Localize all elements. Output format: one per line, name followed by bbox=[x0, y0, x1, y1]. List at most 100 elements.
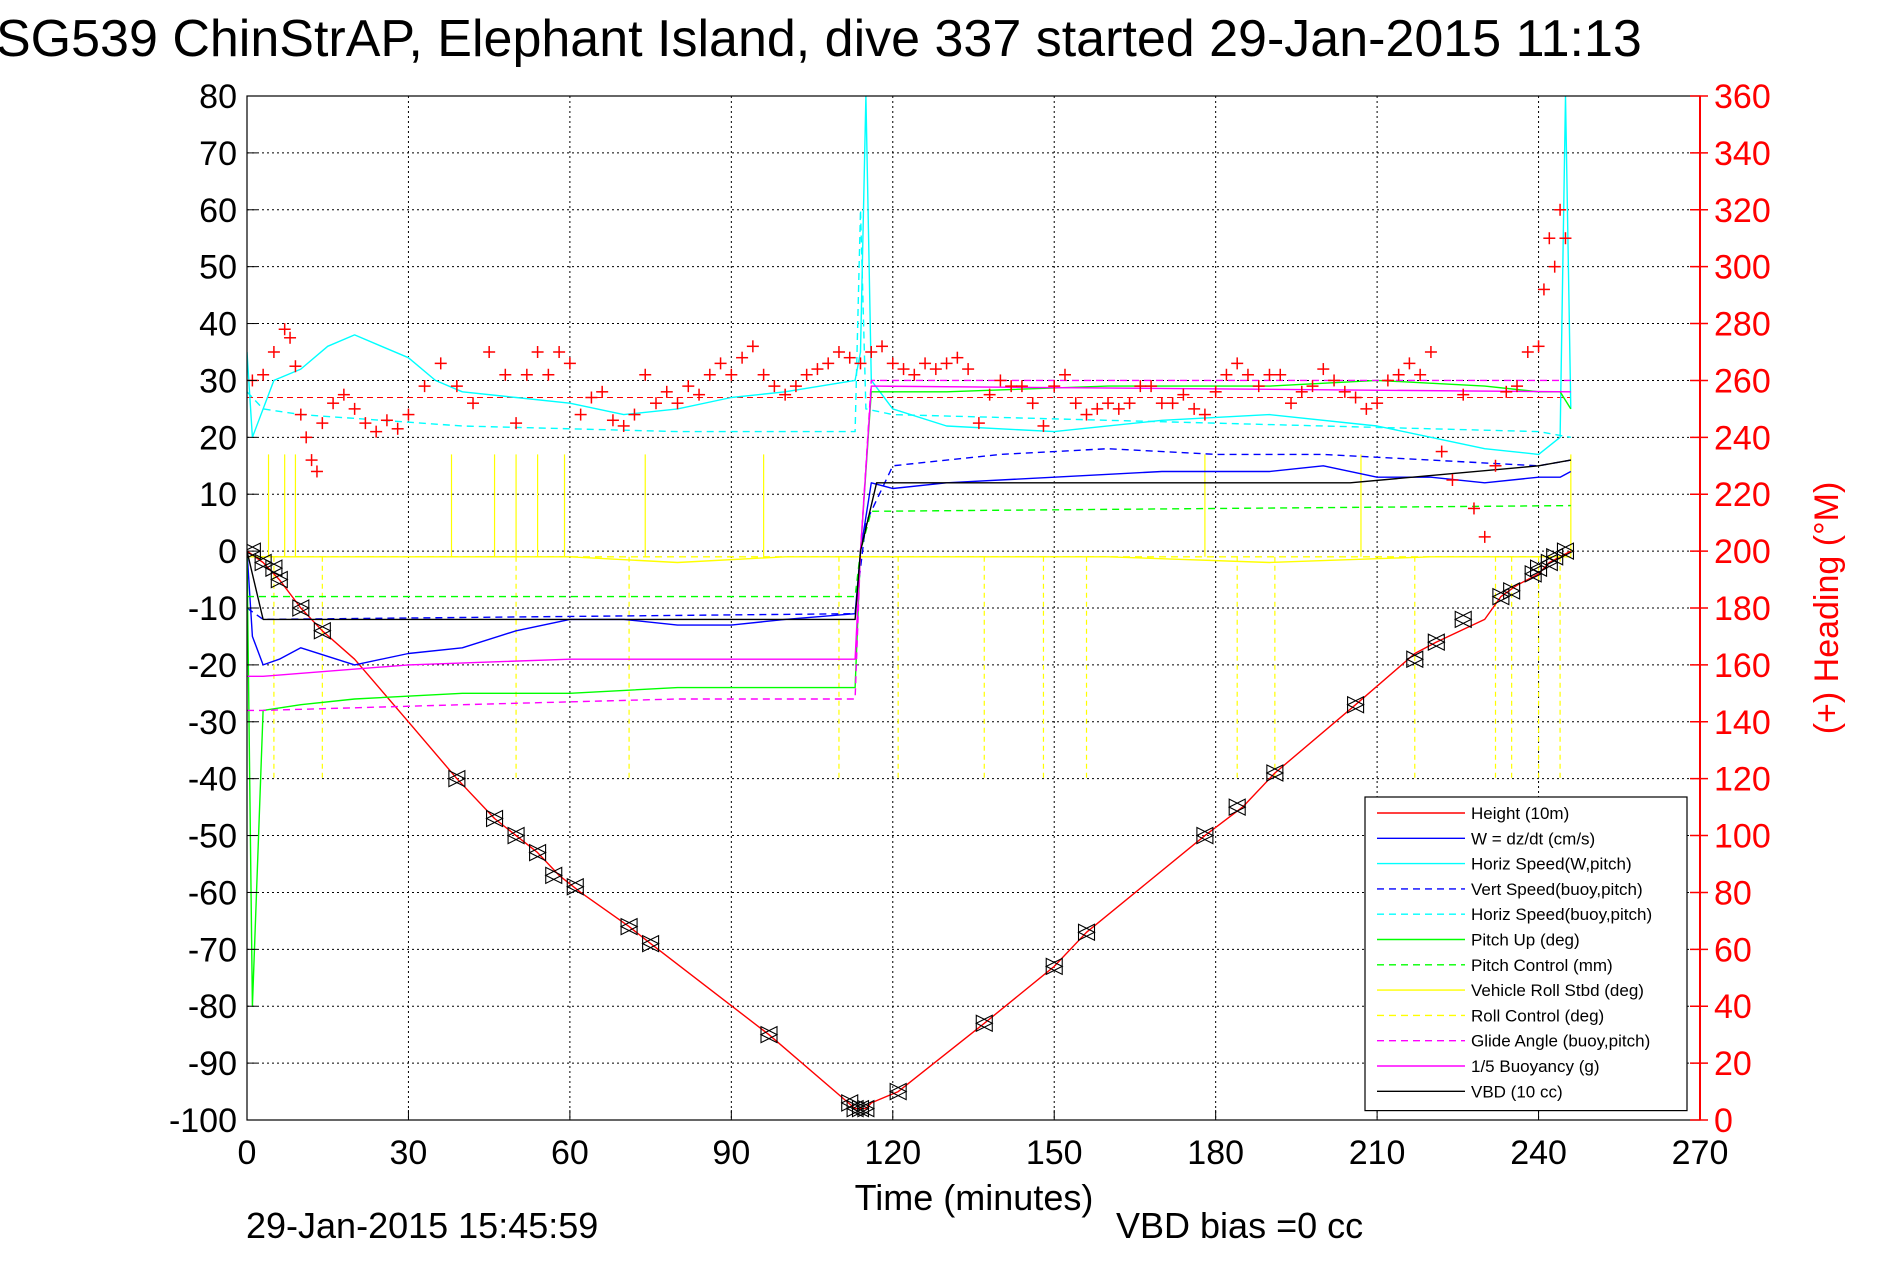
right-tick-label: 140 bbox=[1714, 704, 1771, 742]
heading-point bbox=[962, 363, 975, 376]
left-tick-label: 30 bbox=[199, 362, 237, 400]
heading-point bbox=[1037, 419, 1050, 432]
left-tick-label: 80 bbox=[199, 78, 237, 116]
heading-point bbox=[310, 465, 323, 478]
depth-marker bbox=[291, 599, 311, 617]
depth-marker bbox=[856, 1099, 876, 1118]
legend-entry: VBD (10 cc) bbox=[1377, 1082, 1563, 1101]
depth-marker bbox=[1427, 633, 1446, 652]
footer-timestamp: 29-Jan-2015 15:45:59 bbox=[246, 1205, 598, 1246]
heading-point bbox=[983, 388, 996, 401]
heading-point bbox=[1338, 385, 1351, 398]
depth-marker bbox=[247, 542, 262, 561]
heading-point bbox=[1489, 459, 1502, 472]
heading-point bbox=[1511, 380, 1524, 393]
heading-point bbox=[1080, 408, 1093, 421]
heading-point bbox=[768, 380, 781, 393]
legend-entry: W = dz/dt (cm/s) bbox=[1377, 829, 1595, 848]
heading-point bbox=[585, 391, 598, 404]
right-tick-label: 280 bbox=[1714, 306, 1771, 344]
heading-point bbox=[1177, 388, 1190, 401]
left-tick-label: 10 bbox=[199, 476, 237, 514]
heading-point bbox=[628, 408, 641, 421]
right-tick-label: 320 bbox=[1714, 192, 1771, 230]
heading-point bbox=[531, 346, 544, 358]
heading-point bbox=[267, 346, 280, 358]
right-axis-ticks: 3603403203002802602402202001801601401201… bbox=[1690, 78, 1771, 1140]
heading-point bbox=[520, 368, 533, 381]
heading-point bbox=[1252, 380, 1265, 393]
heading-point bbox=[1559, 232, 1572, 245]
heading-point bbox=[897, 363, 910, 376]
heading-point bbox=[1360, 402, 1373, 415]
heading-point bbox=[1414, 368, 1427, 381]
heading-point bbox=[972, 417, 985, 430]
heading-point bbox=[606, 414, 619, 427]
legend-entry: Height (10m) bbox=[1377, 804, 1569, 823]
legend-label: Vehicle Roll Stbd (deg) bbox=[1471, 981, 1644, 1000]
heading-point bbox=[370, 425, 383, 438]
heading-point bbox=[1134, 380, 1147, 393]
legend-entry: Glide Angle (buoy,pitch) bbox=[1377, 1032, 1650, 1051]
heading-point bbox=[1317, 363, 1330, 376]
legend-entry: 1/5 Buoyancy (g) bbox=[1377, 1057, 1600, 1076]
depth-marker bbox=[528, 843, 547, 862]
heading-point bbox=[843, 351, 856, 364]
chart-title: SG539 ChinStrAP, Elephant Island, dive 3… bbox=[0, 10, 1642, 68]
series-line-1-5-buoyancy-g bbox=[247, 385, 1571, 677]
legend-label: Horiz Speed(W,pitch) bbox=[1471, 855, 1632, 874]
legend-entry: Vehicle Roll Stbd (deg) bbox=[1377, 981, 1644, 1000]
depth-marker bbox=[1556, 542, 1575, 561]
depth-marker bbox=[619, 917, 639, 936]
heading-point bbox=[402, 408, 415, 421]
depth-marker bbox=[1077, 923, 1096, 942]
heading-point bbox=[596, 385, 609, 398]
left-tick-label: 60 bbox=[199, 192, 237, 230]
heading-point bbox=[1220, 368, 1233, 381]
depth-marker bbox=[447, 769, 467, 788]
heading-point bbox=[746, 340, 759, 353]
right-axis-label: (+) Heading (°M) bbox=[1808, 482, 1846, 735]
heading-point bbox=[1069, 397, 1082, 410]
legend-entry: Pitch Up (deg) bbox=[1377, 931, 1580, 950]
legend-box bbox=[1364, 796, 1688, 1112]
heading-point bbox=[951, 351, 964, 364]
heading-point bbox=[1274, 368, 1287, 381]
right-tick-label: 260 bbox=[1714, 362, 1771, 400]
heading-point bbox=[779, 388, 792, 401]
heading-point bbox=[450, 380, 463, 393]
left-tick-label: -60 bbox=[188, 874, 237, 912]
depth-marker bbox=[1346, 695, 1365, 714]
heading-point bbox=[1537, 283, 1550, 296]
left-tick-label: -100 bbox=[169, 1102, 237, 1140]
depth-marker bbox=[845, 1099, 865, 1118]
legend-label: Pitch Control (mm) bbox=[1471, 956, 1613, 975]
series-line-vbd-10-cc bbox=[247, 459, 1571, 621]
heading-point bbox=[832, 346, 845, 358]
x-tick-label: 270 bbox=[1672, 1134, 1729, 1172]
depth-marker bbox=[641, 934, 660, 953]
heading-point bbox=[483, 346, 496, 358]
depth-marker bbox=[1453, 610, 1473, 629]
depth-marker bbox=[270, 570, 289, 589]
heading-point bbox=[919, 357, 932, 370]
heading-point bbox=[1198, 408, 1211, 421]
depth-marker bbox=[313, 621, 332, 640]
heading-point bbox=[757, 368, 770, 381]
heading-point bbox=[1403, 357, 1416, 370]
heading-point bbox=[800, 368, 813, 381]
heading-point bbox=[1231, 357, 1244, 370]
legend-entry: Roll Control (deg) bbox=[1377, 1006, 1604, 1025]
series-line-vert-speed-buoy-pitch bbox=[247, 448, 1571, 621]
heading-point bbox=[1058, 368, 1071, 381]
heading-point bbox=[1543, 232, 1556, 245]
left-tick-label: -10 bbox=[188, 590, 237, 628]
heading-point bbox=[563, 357, 576, 370]
heading-point bbox=[510, 417, 523, 430]
heading-point bbox=[1457, 388, 1470, 401]
heading-point bbox=[316, 417, 329, 430]
depth-marker bbox=[975, 1014, 994, 1033]
x-tick-label: 240 bbox=[1510, 1134, 1567, 1172]
heading-point bbox=[327, 397, 340, 410]
right-tick-label: 20 bbox=[1714, 1045, 1752, 1083]
